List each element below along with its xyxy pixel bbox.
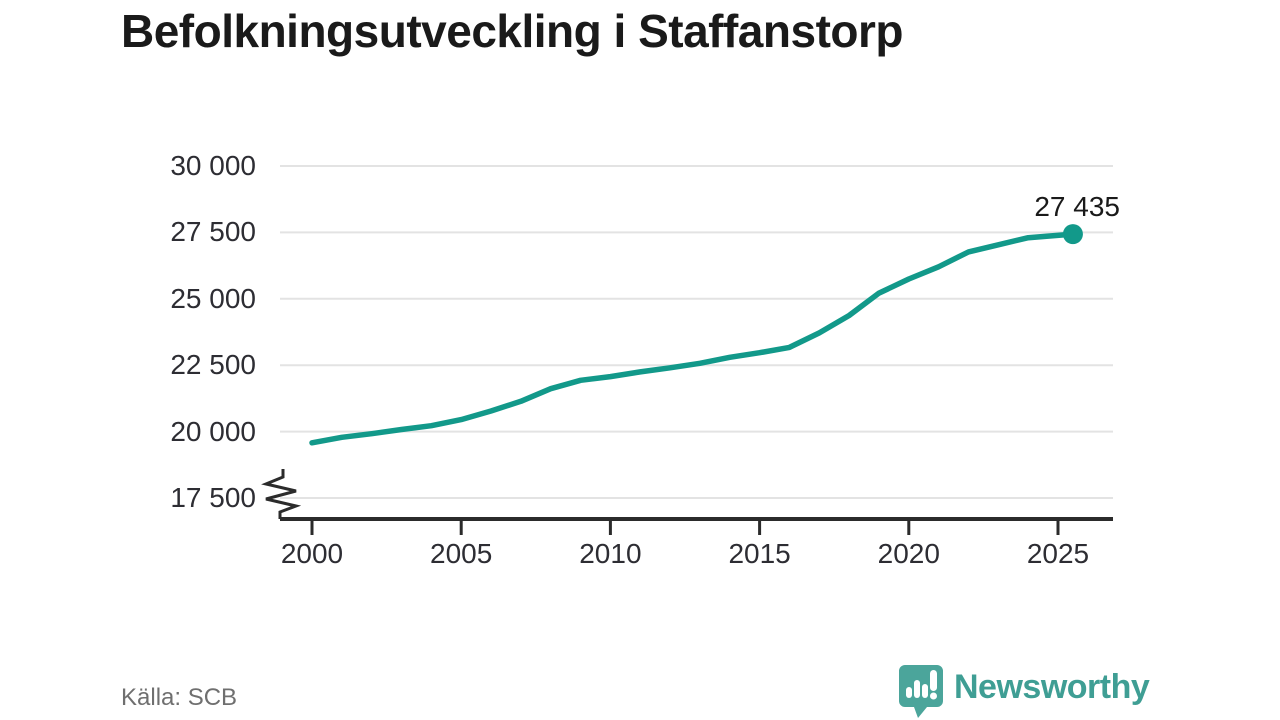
x-axis-label: 2000 xyxy=(280,538,344,569)
source-note: Källa: SCB xyxy=(121,684,238,711)
population-line xyxy=(309,231,1076,446)
x-axis-label: 2020 xyxy=(877,538,940,569)
y-axis-label: 27 500 xyxy=(170,216,256,248)
newsworthy-logo: Newsworthy xyxy=(897,663,1150,719)
x-axis-label: 2005 xyxy=(430,538,493,569)
y-axis-label: 25 000 xyxy=(170,282,256,314)
end-value-label: 27 435 xyxy=(1034,191,1120,222)
x-axis-label: 2025 xyxy=(1026,538,1090,569)
y-axis-label: 17 500 xyxy=(170,482,256,513)
y-axis-label: 20 000 xyxy=(170,415,256,447)
newsworthy-wordmark: Newsworthy xyxy=(954,668,1150,706)
y-axis-label: 30 000 xyxy=(170,150,256,181)
x-axis-label: 2010 xyxy=(579,538,642,569)
axis-break-icon xyxy=(261,469,302,519)
chart-title: Befolkningsutveckling i Staffanstorp xyxy=(121,5,904,57)
y-axis-label: 22 500 xyxy=(170,349,256,381)
newsworthy-icon xyxy=(899,665,943,718)
x-axis-label: 2015 xyxy=(728,538,791,569)
end-point-marker xyxy=(1062,224,1083,245)
